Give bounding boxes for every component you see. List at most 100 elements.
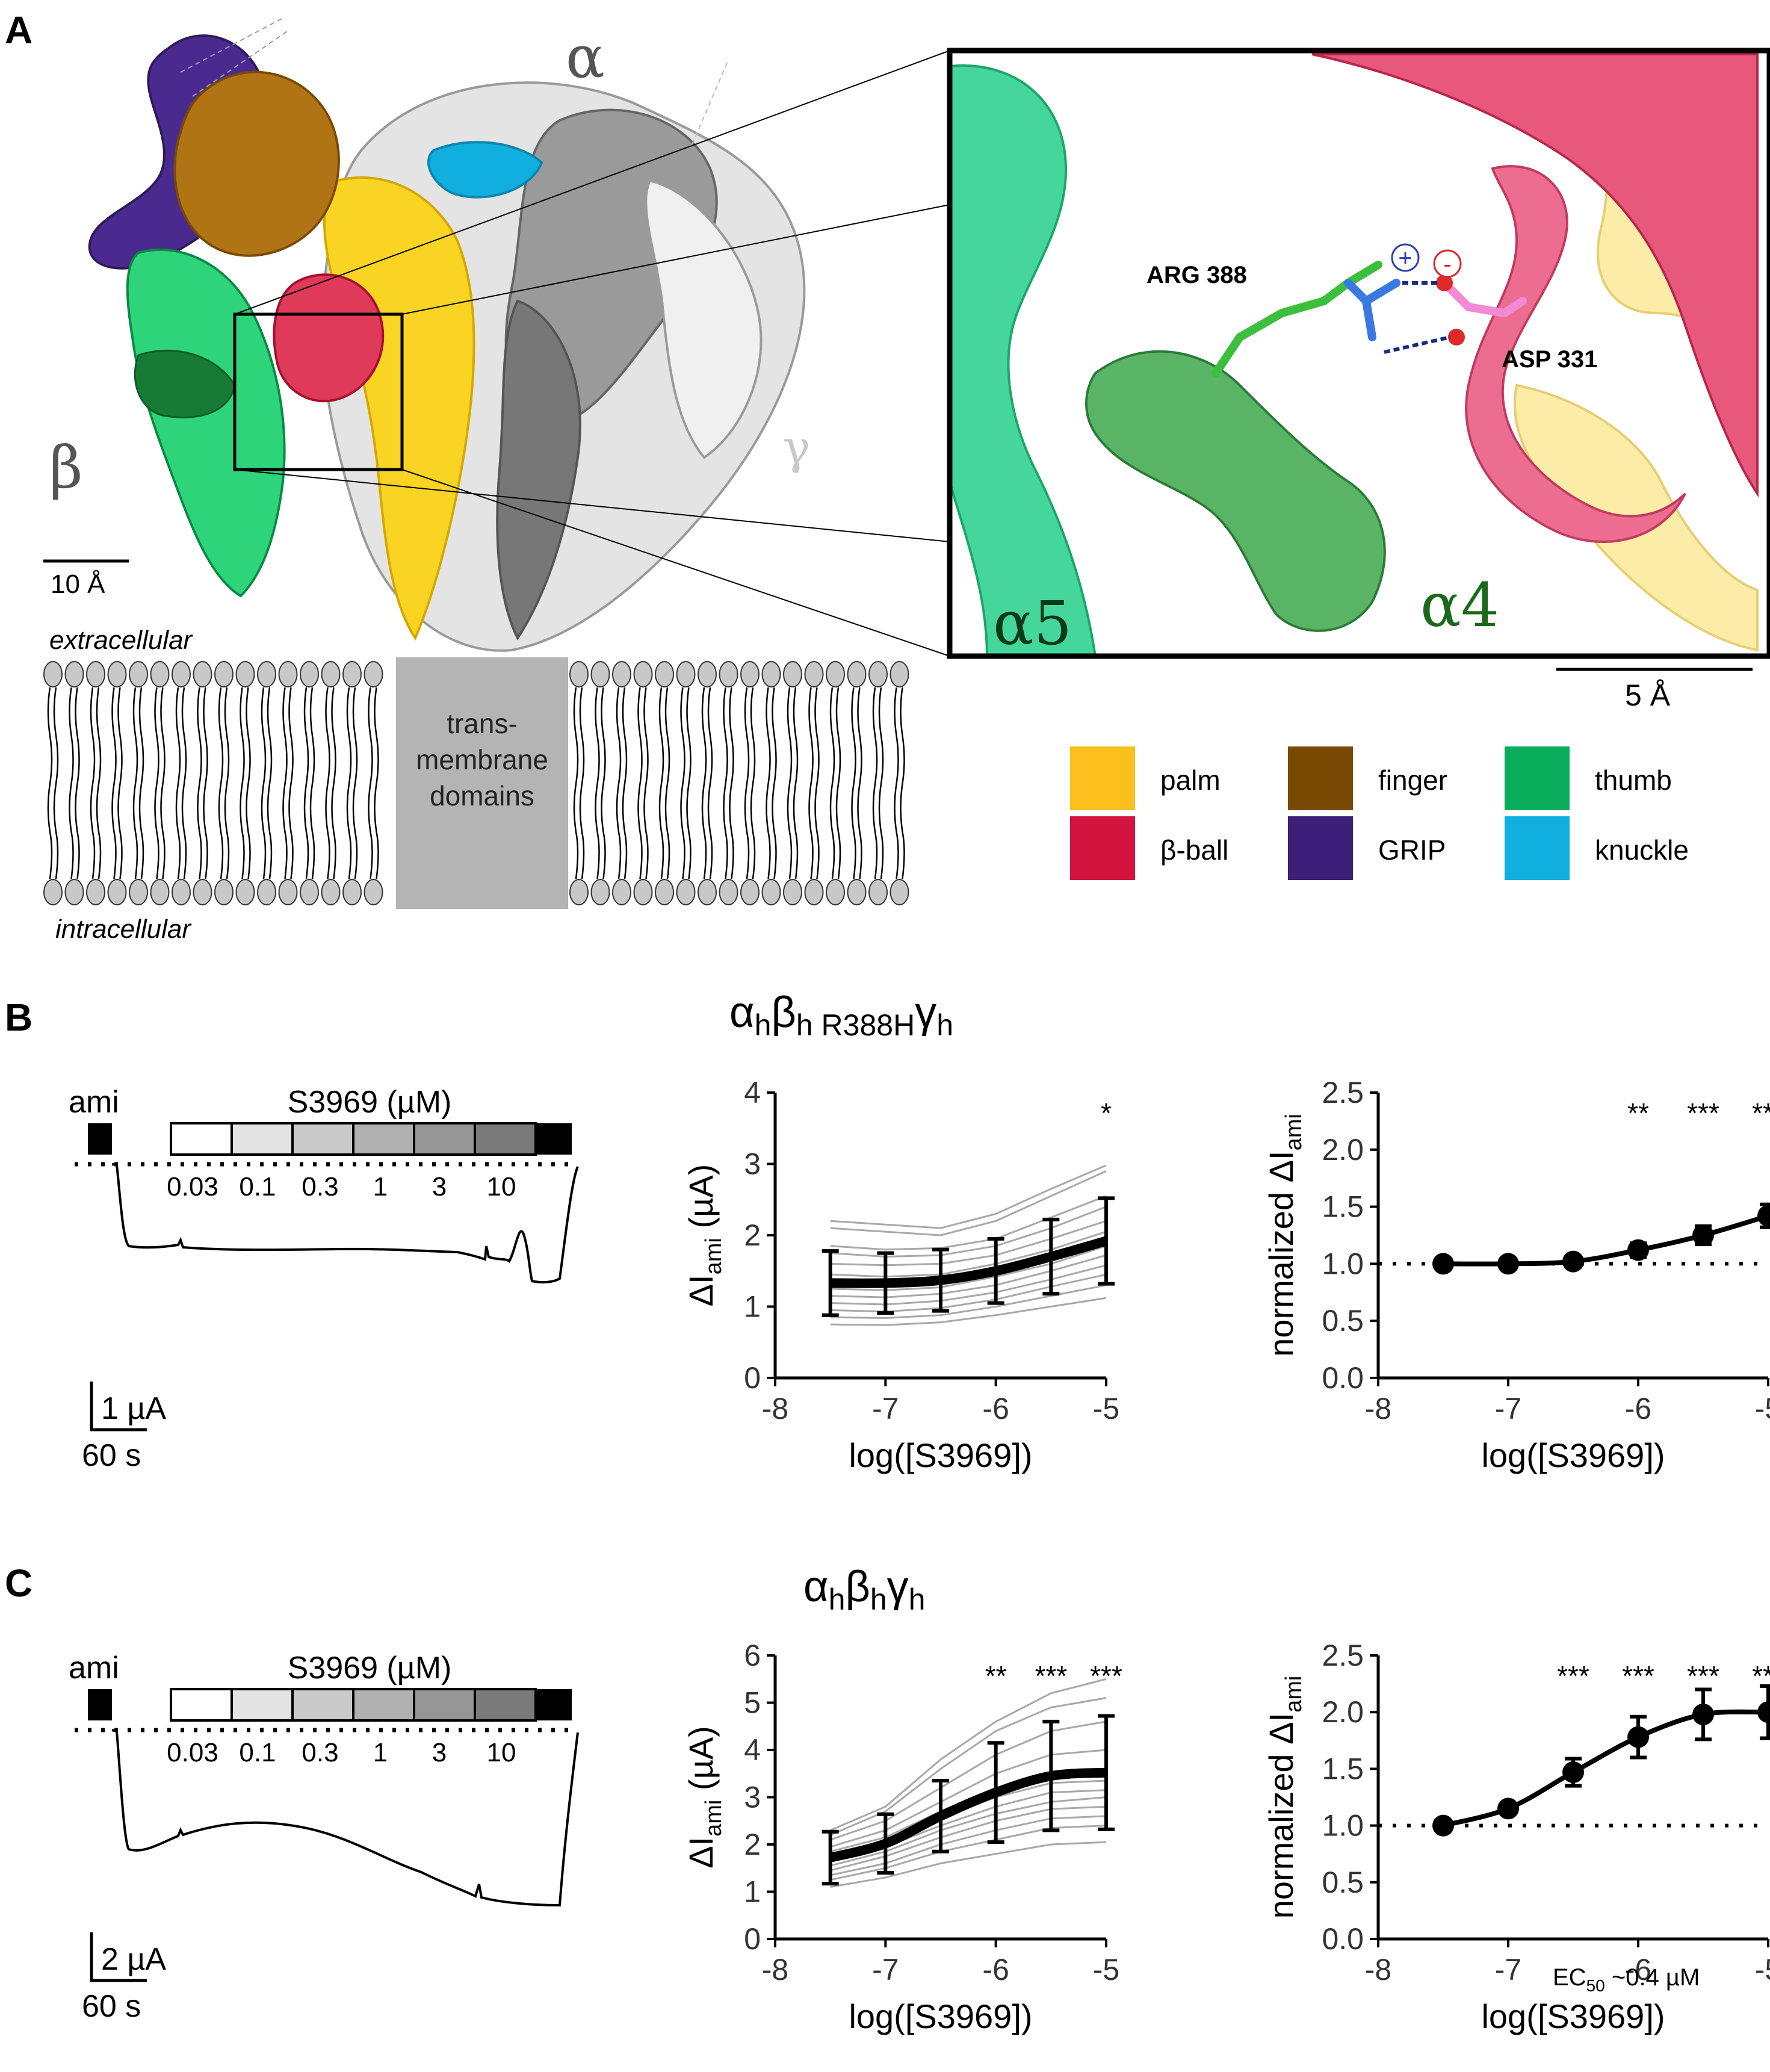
lipid-head-bottom [86,879,105,905]
y-axis-title-main: ΔI [682,1837,720,1869]
lipid-head-bottom [655,879,674,905]
mean-series-line [1443,1213,1769,1267]
chart-b-absolute-current: -8 -7 -6 -5 0 1 2 3 4 log([S3969]) ΔIami (µA) * [682,1076,1119,1474]
concentration-step-2 [231,1122,294,1156]
significance-marker: *** [1035,1660,1067,1692]
lipid-tail [829,687,835,879]
lipid-head-bottom [804,879,824,905]
individual-trace-2 [830,1170,1107,1236]
lipid-tail [352,687,358,879]
disordered-loop-dashes [180,17,289,97]
concentration-label-2: 0.1 [239,1172,276,1202]
chart-b-normalized-current: -8 -7 -6 -5 0.0 0.5 1.0 1.5 2.0 2.5 log([S3969]) no… [1262,1076,1770,1474]
lipid-tail [325,687,330,879]
significance-marker: *** [1752,1097,1770,1129]
lipid-head-bottom [172,879,191,905]
lipid-head-bottom [321,879,341,905]
lipid-tail [240,687,245,879]
arg388-guanidinium [1344,279,1400,341]
intracellular-label: intracellular [55,914,192,944]
washout-ami-bar [536,1123,572,1155]
legend-label-palm: palm [1160,765,1221,796]
individual-trace-3 [830,1195,1107,1251]
concentration-step-2 [231,1688,294,1722]
inset-zoom: + - ARG 388 ASP 331 α5 α4 [947,48,1770,659]
ami-label: ami [69,1085,119,1120]
lipid-tail [90,687,96,879]
lipid-tail [729,687,734,879]
ami-label: ami [69,1651,119,1686]
y-tick-label: 4 [744,1076,761,1109]
lipid-head-top [43,661,63,687]
significance-marker: * [1101,1097,1112,1129]
legend-label-finger: finger [1378,765,1447,796]
lipid-tail [750,687,756,879]
lipid-tail [267,687,273,879]
lipid-head-bottom [676,879,696,905]
y-tick-label: 2.5 [1322,1639,1364,1672]
mean-series-line [1442,1709,1769,1828]
lipid-head-top [257,661,276,687]
y-axis-title-sub: ami [701,1238,726,1274]
y-tick-label: 0.0 [1322,1361,1364,1395]
arg388-side-chain [1211,261,1382,377]
lipid-head-top [698,661,717,687]
lipid-tail [601,687,606,879]
helix-alpha5-label: α5 [993,588,1072,659]
individual-trace-12 [830,1841,1107,1888]
beta-ball-domain-shape [273,273,385,403]
tm-label-line2: membrane [416,744,548,775]
data-point [1757,1205,1770,1227]
individual-trace-8 [830,1796,1107,1867]
knuckle-domain-shape [427,141,543,199]
concentration-step-3 [291,1122,354,1156]
y-tick-label: 0.5 [1322,1866,1364,1899]
finger-domain-shape [173,70,340,257]
lipid-head-bottom [235,879,255,905]
hydrogen-bond-2 [1384,335,1451,354]
x-tick-label: -6 [1625,1392,1651,1425]
negative-charge-icon [1433,249,1462,278]
zoom-box [233,312,404,471]
concentration-step-4 [352,1122,415,1156]
lipid-head-bottom [633,879,653,905]
membrane-right-lipids [569,661,909,905]
panel-b-title-sub1: h [755,1008,772,1042]
significance-marker: ** [985,1660,1007,1692]
residue-asp331-label: ASP 331 [1502,346,1597,373]
scale-bar-time: 60 s [82,1438,141,1473]
washout-ami-bar [536,1689,572,1720]
y-axis-title-main: normalized ΔI [1262,1150,1300,1356]
y-tick-label: 0 [744,1922,761,1956]
lipid-head-top [890,661,909,687]
lipid-tail [573,687,579,879]
lipid-tail [132,687,138,879]
concentration-label-3: 0.3 [302,1172,338,1202]
lipid-tail [579,687,585,879]
lipid-head-top [761,661,781,687]
lipid-head-bottom [150,879,170,905]
asp331-side-chain [1440,279,1527,318]
lipid-tail [175,687,181,879]
current-trace-line [111,1163,579,1284]
lipid-head-top [655,661,674,687]
lipid-tail [658,687,664,879]
individual-trace-10 [830,1815,1107,1876]
data-point [1562,1250,1584,1273]
concentration-step-5 [413,1688,476,1722]
y-tick-label: 0.0 [1322,1922,1364,1956]
lipid-tail [772,687,777,879]
significance-marker: *** [1557,1660,1589,1692]
y-tick-label: 1 [744,1875,761,1909]
individual-trace-5 [830,1220,1107,1267]
lipid-head-bottom [300,879,319,905]
x-tick-label: -7 [872,1953,899,1987]
lipid-head-bottom [740,879,760,905]
concentration-label-4: 1 [373,1738,388,1767]
lipid-head-bottom [783,879,802,905]
lipid-tail [787,687,793,879]
panel-b-title-gamma: γ [915,988,936,1037]
data-point [1562,1761,1584,1784]
ec50-suffix: ~0.4 µM [1605,1964,1700,1991]
significance-marker: ** [1627,1097,1649,1129]
